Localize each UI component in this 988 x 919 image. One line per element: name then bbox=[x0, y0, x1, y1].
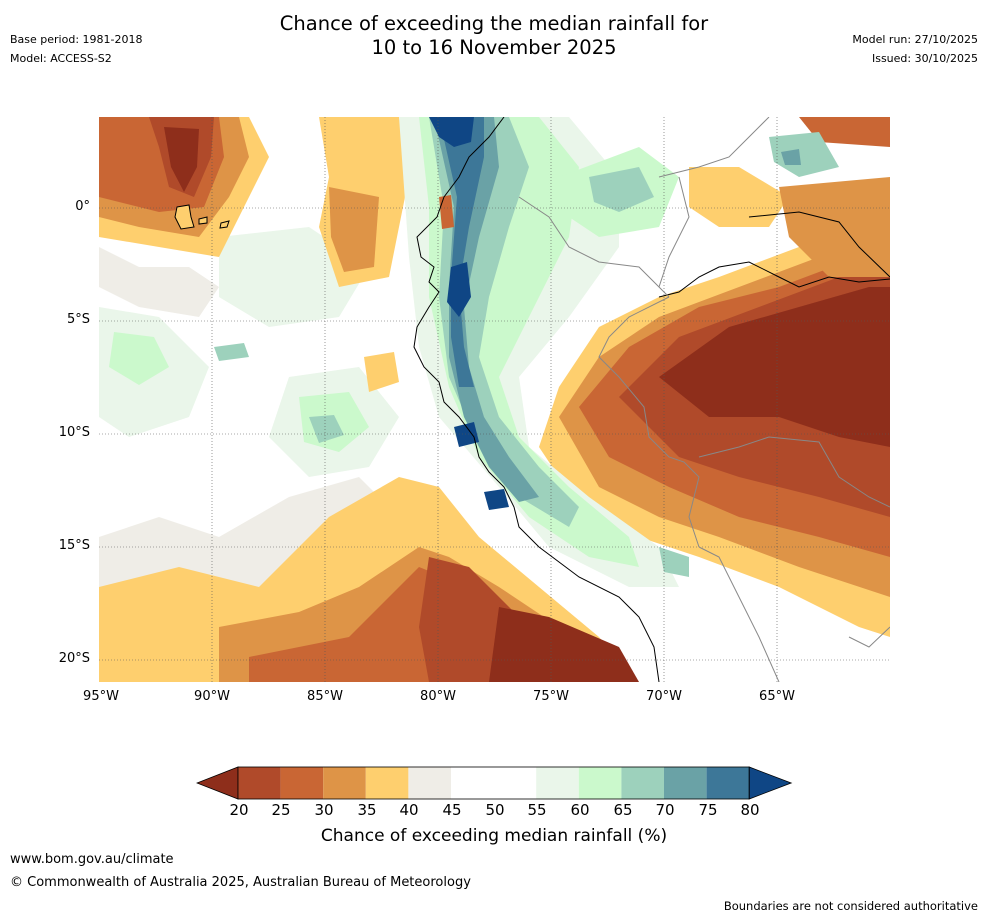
model-text: Model: ACCESS-S2 bbox=[10, 52, 112, 65]
lat-label: 5°S bbox=[66, 312, 90, 327]
colorbar-segment bbox=[578, 767, 622, 799]
colorbar-tick: 55 bbox=[527, 801, 547, 819]
galapagos-islands bbox=[174, 204, 230, 230]
graticule bbox=[99, 117, 890, 682]
colorbar-tick: 25 bbox=[271, 801, 291, 819]
lon-label: 85°W bbox=[307, 689, 343, 704]
title-line-2: 10 to 16 November 2025 bbox=[371, 36, 617, 59]
colorbar-segment bbox=[238, 767, 281, 799]
wetter-region bbox=[214, 343, 249, 361]
wet-region-coastal bbox=[454, 422, 479, 447]
colorbar-segment bbox=[664, 767, 707, 799]
dry-region-northeast bbox=[689, 167, 789, 227]
lat-label: 10°S bbox=[58, 425, 90, 440]
dry-region-northwest bbox=[164, 127, 199, 192]
colorbar-segment bbox=[280, 767, 324, 799]
lon-label: 95°W bbox=[83, 689, 119, 704]
colorbar-segment bbox=[621, 767, 664, 799]
meta-left: Base period: 1981-2018 Model: ACCESS-S2 bbox=[10, 30, 142, 68]
wet-region-inland bbox=[589, 167, 654, 212]
wet-region-coastal bbox=[429, 117, 474, 147]
meta-right: Model run: 27/10/2025 Issued: 30/10/2025 bbox=[852, 30, 978, 68]
colorbar bbox=[196, 766, 793, 800]
copyright-text: © Commonwealth of Australia 2025, Austra… bbox=[10, 875, 471, 890]
wet-region-coastal bbox=[447, 262, 471, 317]
title-line-1: Chance of exceeding the median rainfall … bbox=[279, 12, 709, 35]
country-boundary bbox=[658, 117, 770, 178]
wet-region-inland bbox=[659, 547, 689, 577]
colorbar-segment bbox=[493, 767, 537, 799]
coastline bbox=[413, 117, 660, 682]
wet-region-inland bbox=[769, 132, 839, 177]
colorbar-label: Chance of exceeding median rainfall (%) bbox=[320, 826, 668, 846]
colorbar-tick: 60 bbox=[570, 801, 590, 819]
dry-spot bbox=[439, 195, 454, 229]
dry-region-east bbox=[659, 287, 890, 447]
dry-region-north bbox=[364, 352, 399, 392]
colorbar-tick: 30 bbox=[314, 801, 334, 819]
country-boundary bbox=[848, 626, 890, 648]
wetter-region bbox=[309, 415, 344, 443]
lon-label: 65°W bbox=[759, 689, 795, 704]
base-period-text: Base period: 1981-2018 bbox=[10, 33, 143, 46]
colorbar-segment bbox=[365, 767, 409, 799]
colorbar-arrow-high bbox=[748, 766, 793, 800]
colorbar-tick: 40 bbox=[399, 801, 419, 819]
dry-region-northeast bbox=[779, 177, 890, 277]
country-boundary bbox=[658, 176, 690, 288]
lat-label: 15°S bbox=[58, 538, 90, 553]
colorbar-segment bbox=[451, 767, 494, 799]
colorbar-segment bbox=[408, 767, 451, 799]
colorbar-segment bbox=[536, 767, 579, 799]
lon-label: 75°W bbox=[533, 689, 569, 704]
wet-region-inland bbox=[781, 149, 801, 165]
lon-label: 70°W bbox=[646, 689, 682, 704]
colorbar-outline bbox=[237, 766, 750, 800]
colorbar-tick: 20 bbox=[229, 801, 249, 819]
rainfall-map bbox=[99, 117, 890, 682]
country-boundary bbox=[598, 296, 700, 548]
amazon-river bbox=[748, 211, 890, 278]
colorbar-segment bbox=[706, 767, 750, 799]
wet-region-coastal bbox=[439, 117, 484, 387]
website-text: www.bom.gov.au/climate bbox=[10, 852, 174, 867]
colorbar-tick: 65 bbox=[613, 801, 633, 819]
wet-region bbox=[109, 332, 169, 385]
colorbar-arrow-low bbox=[196, 766, 239, 800]
country-boundary bbox=[698, 436, 890, 508]
colorbar-tick: 50 bbox=[485, 801, 505, 819]
issued-text: Issued: 30/10/2025 bbox=[871, 52, 978, 65]
colorbar-tick: 35 bbox=[357, 801, 377, 819]
colorbar-tick: 45 bbox=[442, 801, 462, 819]
wet-region-coastal bbox=[484, 489, 509, 510]
country-boundary bbox=[698, 546, 780, 682]
lon-label: 80°W bbox=[420, 689, 456, 704]
lon-label: 90°W bbox=[194, 689, 230, 704]
colorbar-segment bbox=[323, 767, 366, 799]
colorbar-tick: 75 bbox=[698, 801, 718, 819]
model-run-text: Model run: 27/10/2025 bbox=[852, 33, 978, 46]
dry-region-south bbox=[489, 607, 639, 682]
lat-label: 20°S bbox=[58, 651, 90, 666]
colorbar-tick: 80 bbox=[740, 801, 760, 819]
map-title: Chance of exceeding the median rainfall … bbox=[0, 12, 988, 60]
near-median-region bbox=[99, 247, 219, 317]
disclaimer-text: Boundaries are not considered authoritat… bbox=[723, 899, 978, 913]
lat-label: 0° bbox=[75, 199, 90, 214]
amazon-river bbox=[658, 261, 890, 298]
colorbar-tick: 70 bbox=[655, 801, 675, 819]
